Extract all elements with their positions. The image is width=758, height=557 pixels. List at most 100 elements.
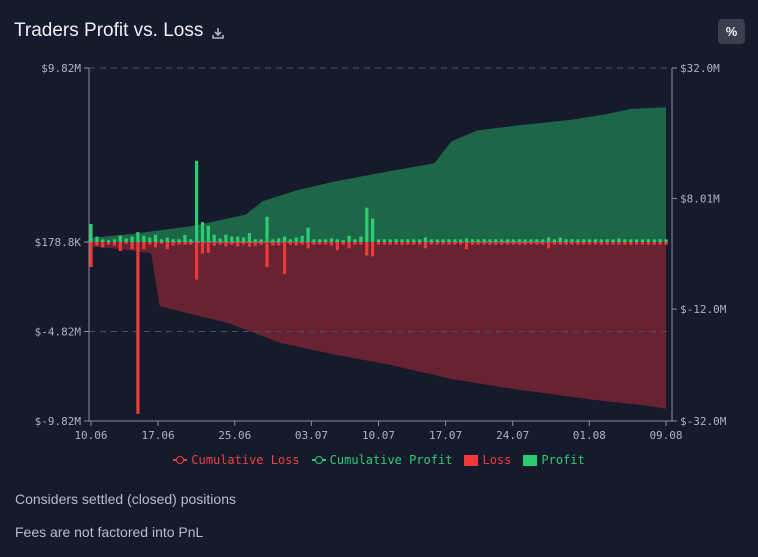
download-icon[interactable] (211, 24, 225, 39)
left-tick-label: $178.8K (35, 236, 82, 249)
profit-bar (470, 239, 474, 242)
loss-bar (112, 242, 117, 246)
profit-bar (535, 239, 539, 242)
profit-bar (371, 218, 375, 242)
profit-bar (165, 237, 169, 242)
x-tick-label: 09.08 (649, 429, 682, 442)
loss-bar (136, 242, 140, 414)
chart-title-text: Traders Profit vs. Loss (14, 20, 204, 41)
profit-bar (658, 239, 662, 242)
profit-bar (112, 239, 117, 242)
loss-bar (611, 242, 615, 245)
x-tick-label: 03.07 (295, 429, 328, 442)
legend-box-icon (464, 454, 479, 466)
profit-bar (476, 239, 480, 242)
loss-bar (218, 242, 222, 245)
loss-bar (406, 242, 410, 245)
loss-bar (259, 242, 263, 245)
loss-bar (230, 242, 234, 245)
right-tick-label: $-32.0M (680, 415, 727, 428)
left-tick-label: $-4.82M (35, 325, 82, 338)
loss-bar (529, 242, 533, 245)
profit-bar (576, 239, 580, 242)
loss-bar (335, 242, 339, 251)
profit-bar (171, 239, 175, 242)
profit-bar (335, 239, 339, 242)
profit-bar (130, 236, 134, 242)
profit-bar (347, 235, 351, 242)
profit-bar (629, 239, 633, 242)
profit-bar (212, 234, 216, 242)
loss-bar (359, 242, 363, 245)
profit-bar (511, 239, 515, 242)
profit-bar (247, 233, 251, 242)
legend-profit[interactable]: Profit (523, 453, 585, 467)
right-tick-label: $8.01M (680, 192, 720, 205)
x-tick-label: 25.06 (218, 429, 251, 442)
loss-bar (441, 242, 445, 245)
x-tick-label: 17.07 (429, 429, 462, 442)
loss-bar (459, 242, 463, 245)
legend-loss[interactable]: Loss (464, 453, 511, 467)
profit-bar (218, 238, 222, 242)
loss-bar (371, 242, 375, 257)
profit-bar (388, 239, 392, 242)
profit-bar (529, 239, 533, 242)
legend-label: Profit (541, 453, 585, 467)
loss-bar (635, 242, 639, 245)
loss-bar (400, 242, 404, 245)
percent-toggle-button[interactable]: % (718, 19, 745, 44)
loss-bar (629, 242, 633, 245)
loss-bar (658, 242, 662, 245)
loss-bar (130, 242, 134, 250)
loss-bar (558, 242, 562, 245)
loss-bar (142, 242, 146, 250)
profit-bar (101, 239, 105, 242)
profit-bar (365, 207, 369, 242)
profit-bar (382, 239, 386, 242)
loss-bar (523, 242, 527, 245)
loss-bar (547, 242, 551, 249)
loss-bar (646, 242, 650, 245)
loss-bar (171, 242, 175, 246)
profit-bar (558, 237, 562, 242)
profit-bar (500, 239, 504, 242)
chart: $9.82M $178.8K $-4.82M $-9.82M $32.0M $8.01M $… (35, 62, 727, 442)
profit-bar (118, 235, 122, 242)
loss-bar (265, 242, 269, 268)
profit-bar (394, 239, 398, 242)
loss-bar (447, 242, 451, 245)
x-tick-label: 10.07 (362, 429, 395, 442)
loss-bar (101, 242, 105, 248)
loss-bar (118, 242, 122, 251)
loss-bar (148, 242, 152, 245)
x-tick-label: 10.06 (74, 429, 107, 442)
loss-bar (253, 242, 257, 246)
legend-cumulative-loss[interactable]: Cumulative Loss (173, 453, 300, 467)
chart-title: Traders Profit vs. Loss (14, 20, 225, 42)
loss-bar (494, 242, 498, 245)
profit-bar (136, 232, 140, 242)
profit-bar (435, 239, 439, 242)
note-fees: Fees are not factored into PnL (15, 524, 204, 540)
loss-bar (89, 242, 93, 268)
profit-bar (183, 234, 187, 242)
loss-bar (535, 242, 539, 245)
loss-bar (247, 242, 251, 247)
profit-bar (418, 239, 422, 242)
left-tick-label: $-9.82M (35, 415, 82, 428)
profit-bar (570, 239, 574, 242)
profit-bar (464, 238, 469, 242)
loss-bar (294, 242, 298, 246)
legend-cumulative-profit[interactable]: Cumulative Profit (311, 453, 452, 467)
axes: $9.82M $178.8K $-4.82M $-9.82M $32.0M $8.01M $… (35, 62, 727, 442)
profit-bar (89, 224, 93, 242)
profit-bar (617, 238, 621, 242)
loss-bar (318, 242, 322, 245)
profit-bar (541, 239, 545, 242)
profit-bar (611, 239, 615, 242)
profit-bar (412, 239, 416, 242)
loss-bar (412, 242, 416, 245)
profit-bar (265, 216, 269, 242)
loss-bar (365, 242, 369, 256)
